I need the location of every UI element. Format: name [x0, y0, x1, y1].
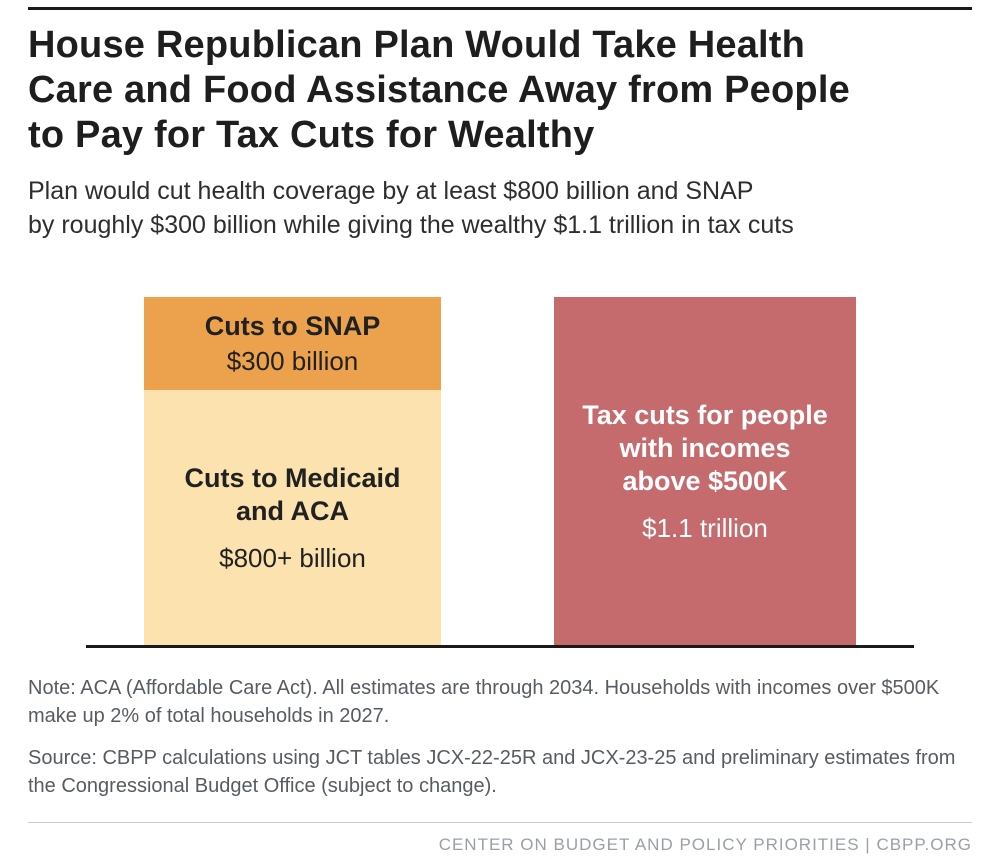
- bar-tax-cuts: Tax cuts for people with incomes above $…: [554, 297, 856, 645]
- source-text: Source: CBPP calculations using JCT tabl…: [28, 747, 956, 797]
- chart-baseline: [86, 645, 914, 648]
- segment-snap: Cuts to SNAP $300 billion: [144, 297, 441, 390]
- segment-snap-label: Cuts to SNAP: [204, 311, 381, 341]
- segment-medicaid-aca: Cuts to Medicaid and ACA $800+ billion: [144, 390, 441, 645]
- segment-snap-value: $300 billion: [226, 346, 359, 376]
- page-subtitle: Plan would cut health coverage by at lea…: [28, 177, 794, 239]
- segment-medicaid-aca-value: $800+ billion: [219, 542, 366, 573]
- stacked-bar-chart: Cuts to SNAP $300 billion Cuts to Medica…: [28, 297, 972, 648]
- footer: CENTER ON BUDGET AND POLICY PRIORITIES |…: [28, 822, 972, 855]
- segment-tax-cuts-label: Tax cuts for people with incomes above $…: [582, 399, 828, 496]
- segment-tax-cuts: Tax cuts for people with incomes above $…: [554, 297, 856, 645]
- chart-bars: Cuts to SNAP $300 billion Cuts to Medica…: [28, 297, 972, 645]
- bar-cuts: Cuts to SNAP $300 billion Cuts to Medica…: [144, 297, 441, 645]
- segment-tax-cuts-value: $1.1 trillion: [642, 512, 768, 543]
- segment-medicaid-aca-label: Cuts to Medicaid and ACA: [184, 462, 401, 526]
- page-title: House Republican Plan Would Take Health …: [28, 24, 850, 156]
- note-text: Note: ACA (Affordable Care Act). All est…: [28, 677, 940, 727]
- footer-brand: CENTER ON BUDGET AND POLICY PRIORITIES |…: [438, 835, 972, 854]
- top-rule: [28, 7, 972, 10]
